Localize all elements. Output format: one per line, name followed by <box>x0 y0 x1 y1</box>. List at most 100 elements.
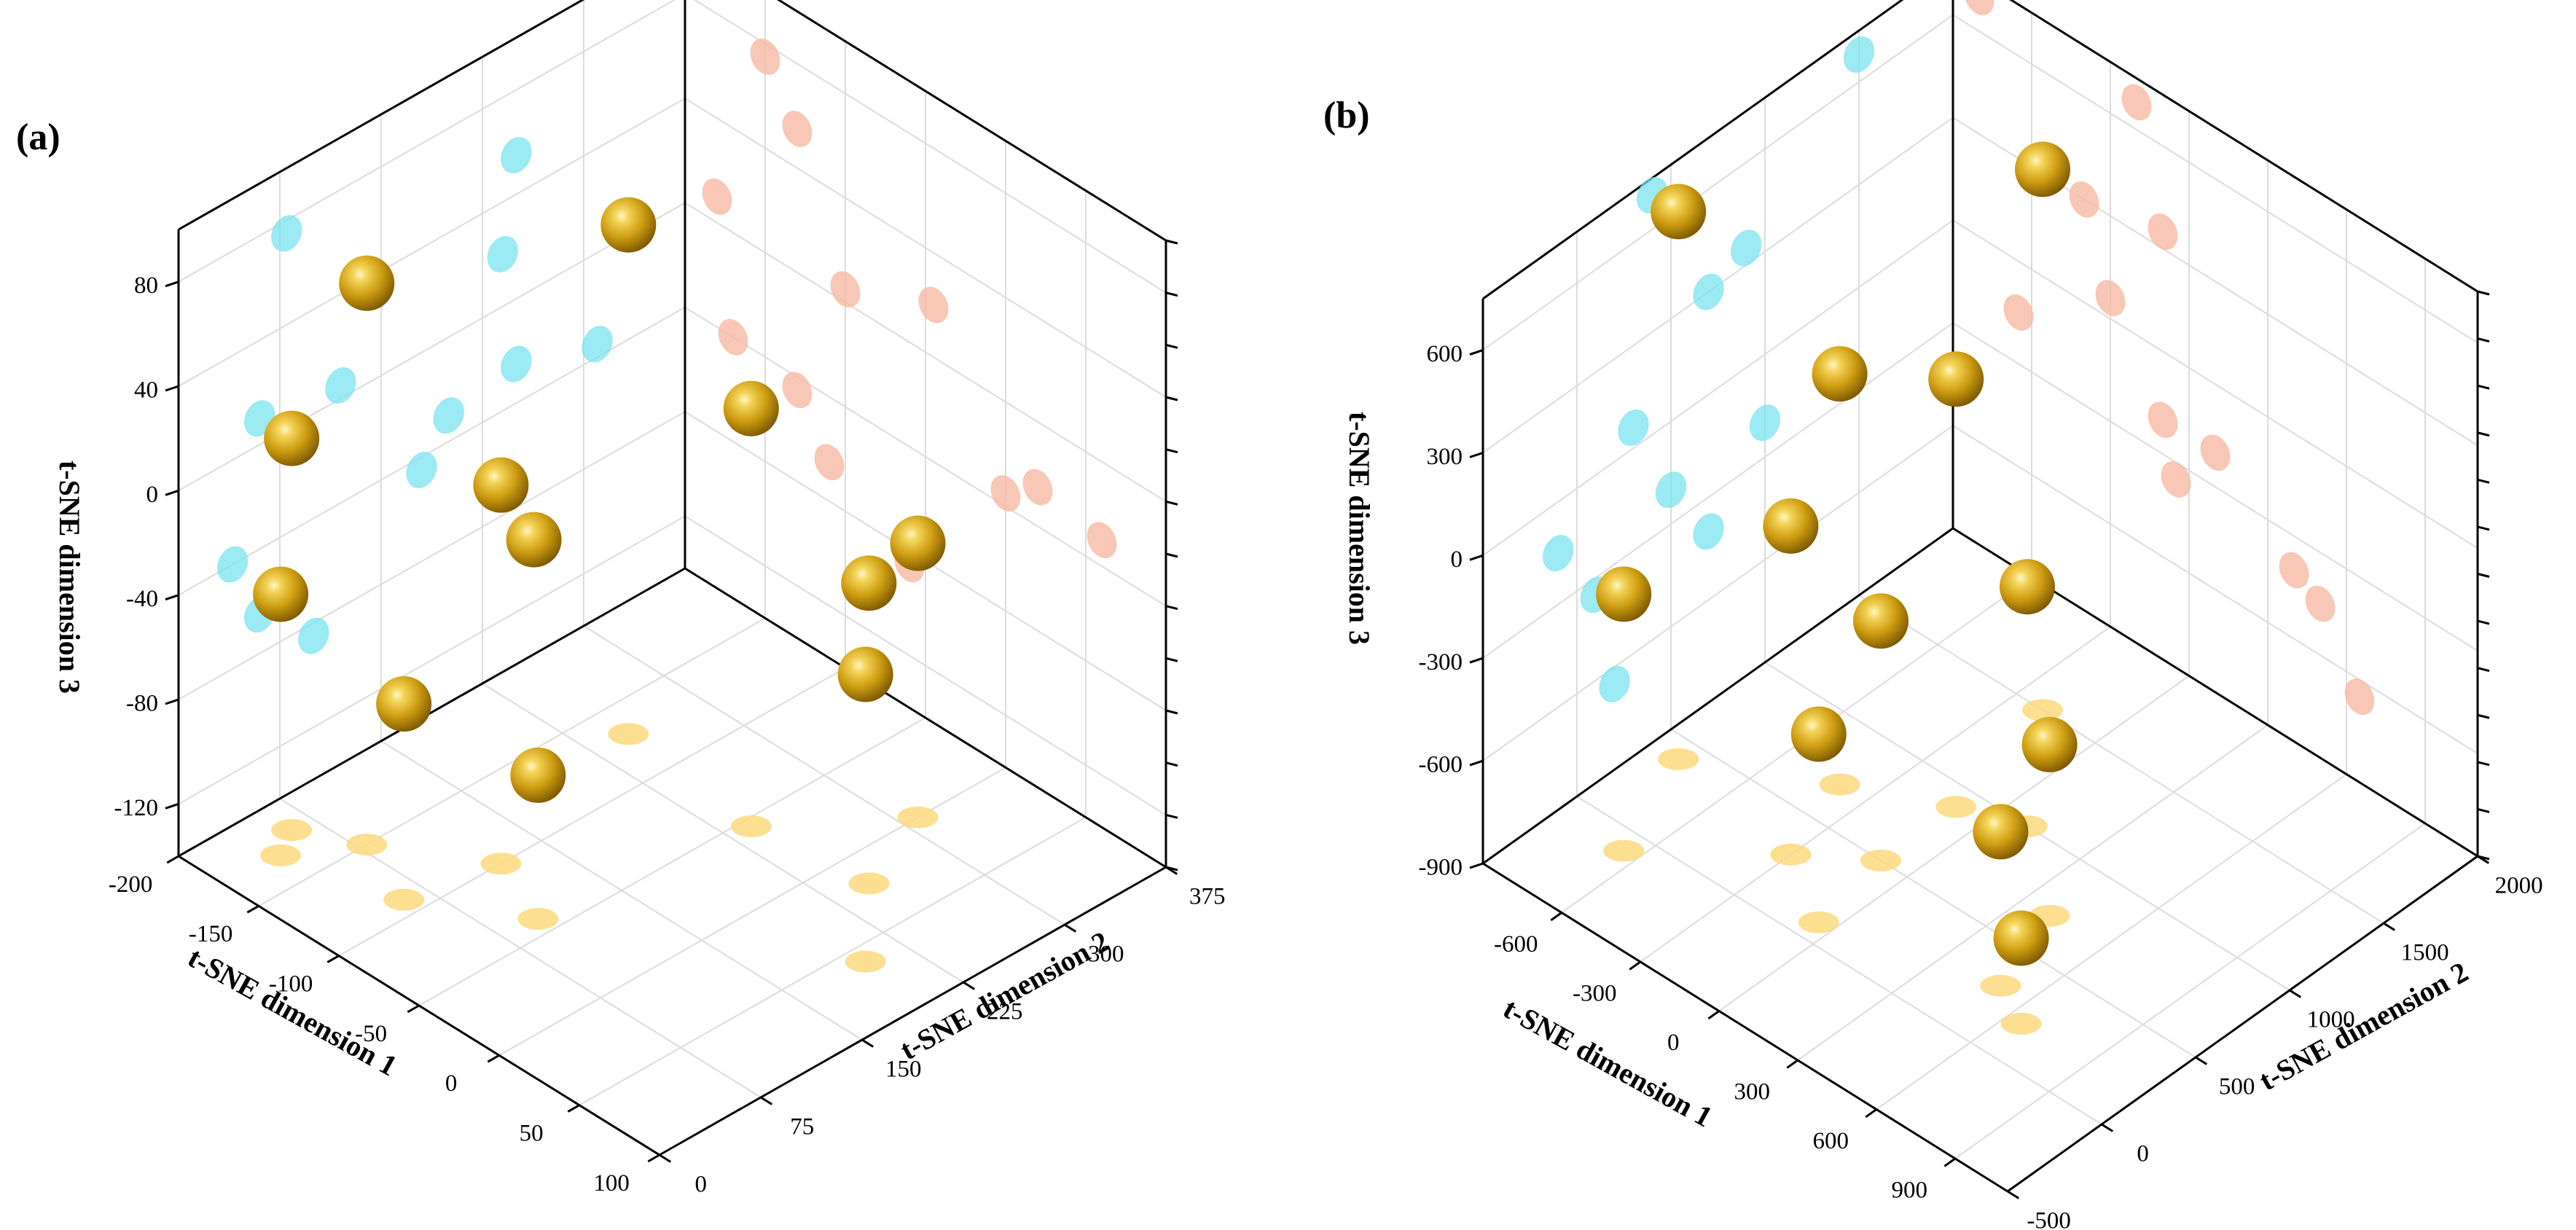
x-tick-mark <box>166 855 179 864</box>
y-tick-label: 150 <box>885 1057 922 1083</box>
data-point-sphere <box>339 255 395 311</box>
xy-projection-mark <box>848 872 890 895</box>
y-tick-mark <box>2383 922 2396 931</box>
z-tick-mark <box>165 385 179 392</box>
floor-gridline <box>1640 626 2111 963</box>
xz-projection-mark <box>814 444 845 481</box>
z-tick-mark <box>165 802 179 810</box>
data-point-sphere <box>1928 351 1984 407</box>
z-tick-label: -600 <box>1419 752 1463 778</box>
x-tick-mark <box>1943 1157 1956 1167</box>
y-tick-label: 225 <box>987 999 1023 1025</box>
panel-b-zlabel: t-SNE dimension 3 <box>1343 412 1376 645</box>
y-tick-label: 0 <box>2137 1141 2149 1167</box>
wall-gridline <box>1952 425 2478 754</box>
wall-gridline <box>684 98 1167 398</box>
wall-gridline <box>178 0 676 283</box>
xy-projection-mark <box>845 950 886 973</box>
right-edge-tick-mark <box>2477 431 2490 437</box>
xz-projection-mark <box>1087 522 1117 559</box>
y-tick-label: -500 <box>2027 1208 2071 1230</box>
right-edge-tick-mark <box>2477 855 2490 861</box>
y-tick-mark <box>2007 1190 2020 1199</box>
wall-gridline <box>1482 322 1954 659</box>
xy-projection-mark <box>1860 850 1901 871</box>
xy-projection-mark <box>271 819 313 842</box>
right-edge-tick-mark <box>2477 761 2490 767</box>
xz-projection-mark <box>2121 84 2152 121</box>
wall-gridline <box>1952 219 2478 549</box>
floor-gridline <box>1858 595 2384 924</box>
z-tick-mark <box>165 698 179 705</box>
back-left-top-edge <box>1482 0 1904 300</box>
wall-gridline <box>684 306 1167 607</box>
data-point-sphere <box>473 457 529 513</box>
data-point-sphere <box>841 555 897 611</box>
y-tick-mark <box>760 1096 773 1105</box>
xz-projection-mark <box>1964 0 1994 15</box>
xz-projection-mark <box>2069 181 2099 218</box>
data-point-sphere <box>506 512 562 568</box>
panel-a-points <box>253 197 946 803</box>
yz-projection-mark <box>1618 409 1649 446</box>
data-point-sphere <box>1853 593 1908 649</box>
data-point-sphere <box>1973 804 2029 860</box>
xz-projection-mark <box>2161 461 2191 498</box>
yz-projection-mark <box>1693 513 1724 550</box>
data-point-sphere <box>376 676 432 732</box>
data-point-sphere <box>2000 559 2055 615</box>
x-tick-label: 0 <box>445 1070 458 1097</box>
data-point-sphere <box>2015 141 2070 197</box>
z-tick-label: 0 <box>146 482 159 508</box>
data-point-sphere <box>837 646 893 702</box>
x-tick-label: -600 <box>1494 931 1538 957</box>
xy-projection-mark <box>1819 773 1860 796</box>
z-tick-mark <box>165 281 179 288</box>
wall-gridline <box>1482 425 1954 761</box>
x-axis-line <box>1482 862 2008 1193</box>
xy-projection-mark <box>346 834 388 856</box>
xz-projection-mark <box>782 372 813 409</box>
xy-projection-mark <box>480 853 522 875</box>
yz-projection-mark <box>501 345 532 383</box>
z-tick-label: -120 <box>114 795 159 821</box>
yz-projection-mark <box>1749 404 1781 442</box>
z-tick-label: 300 <box>1427 444 1463 470</box>
z-tick-label: 0 <box>1451 547 1463 573</box>
floor-gridline <box>1576 796 2102 1125</box>
y-axis-line <box>659 866 1167 1156</box>
right-edge-tick-mark <box>1165 396 1178 401</box>
data-point-sphere <box>253 566 309 622</box>
xy-projection-mark <box>517 908 559 930</box>
y-tick-label: 1000 <box>2307 1007 2355 1033</box>
wall-gridline <box>178 202 686 492</box>
z-tick-mark <box>1469 349 1484 356</box>
x-tick-label: 600 <box>1812 1128 1849 1154</box>
xy-projection-mark <box>730 815 772 838</box>
right-edge-tick-mark <box>1165 239 1178 245</box>
wall-gridline <box>1952 322 2478 652</box>
floor-gridline <box>583 625 1065 925</box>
panel-a-ticks: -200 -150 -100 -50 0 50 100 0 75 150 225 300 375 -120… <box>109 239 1225 1198</box>
x-tick-label: 900 <box>1891 1178 1927 1204</box>
data-point-sphere <box>723 380 779 436</box>
xy-projection-mark <box>608 723 649 745</box>
floor-gridline <box>1876 773 2347 1110</box>
floor-gridline <box>482 683 964 983</box>
yz-projection-mark <box>1843 36 1875 73</box>
right-edge-tick-mark <box>1165 866 1178 871</box>
xz-projection-mark <box>2148 401 2178 439</box>
yz-projection-mark <box>325 367 356 404</box>
xz-projection-mark <box>830 271 861 308</box>
x-tick-mark <box>1550 912 1562 922</box>
wall-gridline <box>1482 14 1954 351</box>
y-tick-mark <box>2195 1056 2208 1065</box>
z-tick-label: -300 <box>1419 649 1463 675</box>
wall-gridline <box>684 202 1167 503</box>
data-point-sphere <box>600 197 657 253</box>
z-tick-label: -40 <box>126 586 158 612</box>
wall-gridline <box>684 515 1167 816</box>
x-tick-label: 300 <box>1734 1079 1770 1105</box>
right-edge-tick-mark <box>2477 337 2490 343</box>
